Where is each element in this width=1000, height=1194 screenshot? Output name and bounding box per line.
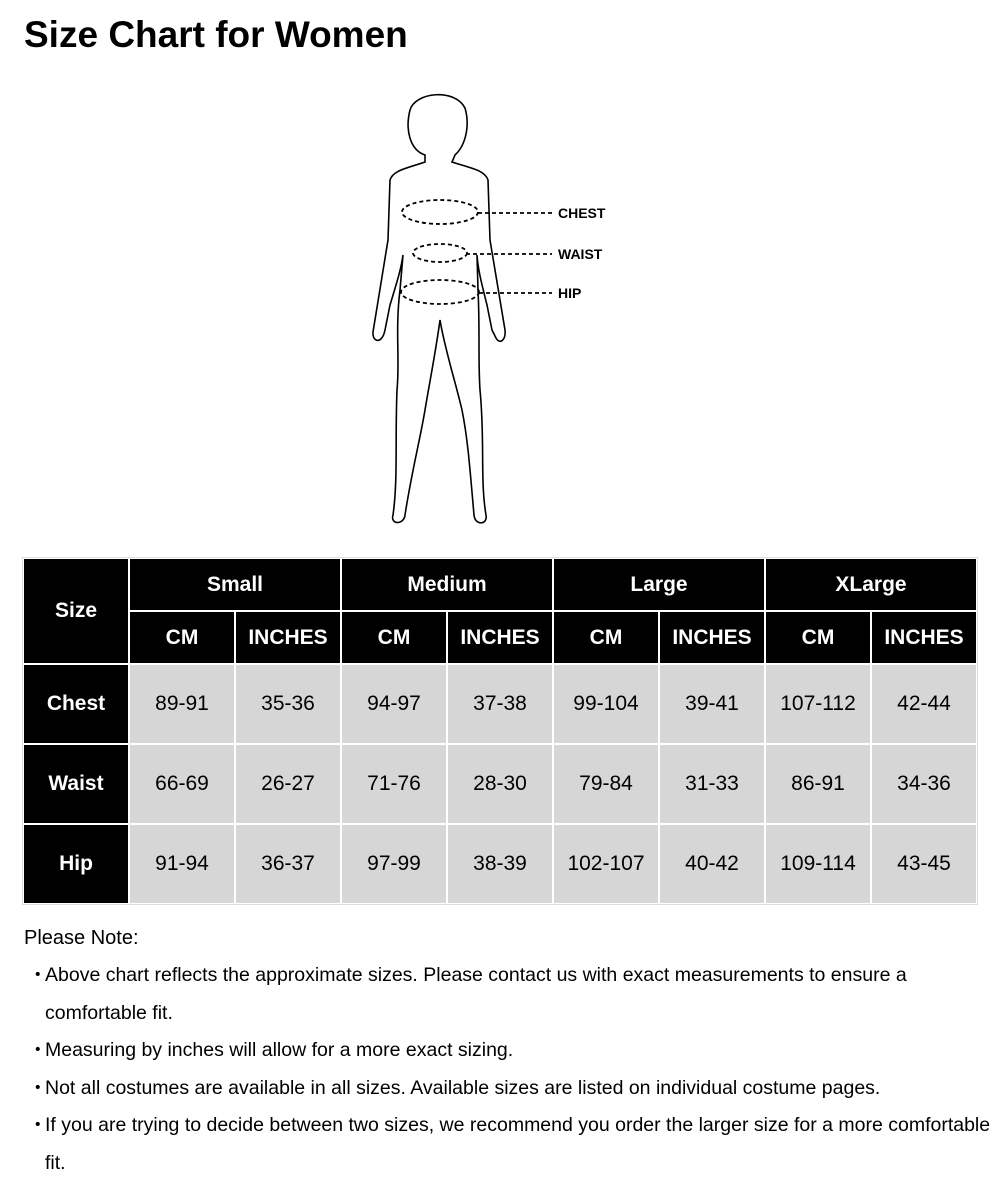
hip-ellipse: [400, 279, 480, 305]
size-header-medium: Medium: [342, 559, 552, 610]
unit-header-inches: INCHES: [448, 612, 552, 663]
chest-label: CHEST: [558, 205, 606, 221]
unit-header-cm: CM: [130, 612, 234, 663]
table-cell: 107-112: [766, 665, 870, 743]
page-title: Size Chart for Women: [24, 14, 408, 55]
hip-label: HIP: [558, 285, 581, 301]
table-cell: 109-114: [766, 825, 870, 903]
bullet-icon: ・: [28, 1039, 48, 1061]
table-cell: 66-69: [130, 745, 234, 823]
unit-header-inches: INCHES: [236, 612, 340, 663]
bullet-icon: ・: [28, 1076, 48, 1099]
woman-silhouette: [372, 93, 506, 524]
size-header-small: Small: [130, 559, 340, 610]
size-header: Size: [24, 559, 128, 663]
table-cell: 40-42: [660, 825, 764, 903]
note-text: Not all costumes are available in all si…: [45, 1076, 881, 1099]
body-measurement-figure: CHEST WAIST HIP: [372, 93, 606, 524]
note-item: ・Not all costumes are available in all s…: [24, 1070, 1000, 1108]
table-cell: 99-104: [554, 665, 658, 743]
bullet-icon: ・: [28, 964, 48, 986]
table-cell: 38-39: [448, 825, 552, 903]
bullet-icon: ・: [28, 1114, 48, 1136]
table-cell: 89-91: [130, 665, 234, 743]
table-cell: 91-94: [130, 825, 234, 903]
unit-header-cm: CM: [554, 612, 658, 663]
row-label-chest: Chest: [24, 665, 128, 743]
table-cell: 42-44: [872, 665, 976, 743]
size-header-large: Large: [554, 559, 764, 610]
unit-header-inches: INCHES: [872, 612, 976, 663]
table-cell: 28-30: [448, 745, 552, 823]
table-cell: 34-36: [872, 745, 976, 823]
chest-ellipse: [401, 199, 479, 225]
note-text: Above chart reflects the approximate siz…: [45, 964, 907, 1024]
size-header-xlarge: XLarge: [766, 559, 976, 610]
table-cell: 79-84: [554, 745, 658, 823]
notes-list: ・Above chart reflects the approximate si…: [24, 957, 1000, 1182]
unit-header-cm: CM: [342, 612, 446, 663]
note-text: If you are trying to decide between two …: [45, 1114, 991, 1174]
size-table: Size Small Medium Large XLarge CM INCHES CM INC…: [22, 557, 978, 905]
table-cell: 31-33: [660, 745, 764, 823]
notes-title: Please Note:: [24, 927, 139, 949]
table-cell: 36-37: [236, 825, 340, 903]
table-cell: 39-41: [660, 665, 764, 743]
table-cell: 43-45: [872, 825, 976, 903]
waist-label: WAIST: [558, 246, 603, 262]
table-cell: 71-76: [342, 745, 446, 823]
note-item: ・If you are trying to decide between two…: [24, 1107, 1000, 1182]
note-item: ・Measuring by inches will allow for a mo…: [24, 1032, 1000, 1070]
unit-header-cm: CM: [766, 612, 870, 663]
notes-section: Please Note: ・Above chart reflects the a…: [24, 927, 1000, 1182]
table-cell: 37-38: [448, 665, 552, 743]
note-item: ・Above chart reflects the approximate si…: [24, 957, 1000, 1032]
table-cell: 102-107: [554, 825, 658, 903]
table-cell: 94-97: [342, 665, 446, 743]
row-label-waist: Waist: [24, 745, 128, 823]
waist-ellipse: [412, 243, 468, 263]
unit-header-inches: INCHES: [660, 612, 764, 663]
table-cell: 97-99: [342, 825, 446, 903]
table-cell: 86-91: [766, 745, 870, 823]
row-label-hip: Hip: [24, 825, 128, 903]
table-cell: 35-36: [236, 665, 340, 743]
note-text: Measuring by inches will allow for a mor…: [45, 1039, 514, 1061]
table-cell: 26-27: [236, 745, 340, 823]
